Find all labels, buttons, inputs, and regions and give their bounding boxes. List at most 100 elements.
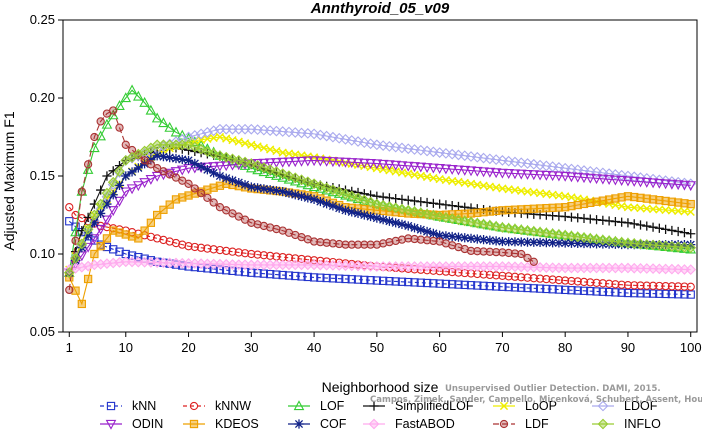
data-point: [158, 152, 169, 162]
data-point: [335, 274, 344, 283]
data-point: [674, 290, 683, 299]
data-point: [478, 152, 489, 164]
x-tick-label: 60: [432, 340, 446, 355]
series-kNNW: [65, 203, 695, 291]
data-point: [385, 237, 394, 247]
data-point: [101, 215, 113, 226]
data-point: [460, 268, 469, 278]
data-point: [498, 282, 507, 291]
data-point: [617, 288, 626, 297]
legend-label: LOF: [320, 399, 345, 413]
legend: kNN kNNW LOF SimplifiedLOF LoOP LDOF ODIN KDEOS…: [100, 399, 661, 431]
data-point: [277, 157, 289, 168]
data-point: [158, 117, 169, 128]
data-point: [164, 168, 176, 179]
data-point: [153, 234, 162, 243]
data-point: [453, 201, 464, 212]
data-point: [592, 278, 601, 288]
data-point: [107, 176, 119, 188]
data-point: [384, 160, 395, 171]
data-point: [340, 133, 351, 145]
data-point: [359, 189, 369, 199]
legend-label: LoOP: [525, 399, 557, 413]
data-point: [422, 236, 432, 245]
data-point: [83, 230, 93, 240]
data-point: [409, 196, 420, 206]
data-point: [253, 142, 262, 151]
data-point: [586, 278, 595, 287]
data-point: [384, 193, 395, 203]
data-point: [447, 231, 457, 242]
data-point: [435, 267, 444, 276]
data-point: [115, 123, 124, 132]
data-point: [252, 164, 263, 175]
data-point: [504, 272, 513, 281]
data-point: [327, 131, 339, 143]
data-point: [584, 173, 596, 184]
data-point: [397, 277, 407, 286]
x-tick-label: 70: [495, 340, 509, 355]
data-point: [479, 247, 488, 256]
data-point: [679, 180, 690, 191]
data-point: [686, 282, 695, 291]
data-point: [473, 281, 482, 290]
data-point: [215, 245, 225, 255]
data-point: [289, 172, 301, 184]
data-point: [404, 169, 413, 178]
data-point: [127, 145, 137, 155]
data-point: [522, 169, 533, 180]
data-point: [291, 150, 300, 159]
data-point: [391, 236, 400, 246]
data-point: [610, 175, 621, 186]
data-point: [597, 234, 609, 246]
data-point: [541, 170, 552, 181]
data-point: [522, 237, 533, 247]
data-point: [82, 163, 94, 174]
data-point: [396, 142, 408, 154]
data-point: [528, 170, 540, 181]
data-point: [598, 279, 607, 288]
data-point: [667, 282, 677, 291]
data-point: [623, 281, 633, 290]
data-point: [352, 192, 364, 204]
data-point: [471, 151, 483, 163]
data-point: [278, 148, 287, 157]
data-point: [378, 239, 388, 248]
data-point: [289, 157, 301, 168]
data-point: [460, 280, 469, 290]
data-point: [321, 130, 333, 142]
data-point: [460, 233, 470, 243]
data-point: [171, 153, 181, 164]
data-point: [471, 217, 483, 229]
data-point: [672, 180, 684, 191]
data-point: [553, 171, 565, 182]
data-point: [410, 234, 419, 244]
data-point: [291, 271, 300, 281]
data-point: [302, 156, 314, 167]
data-point: [686, 290, 695, 299]
data-point: [566, 230, 577, 242]
data-point: [616, 236, 628, 248]
legend-marker: [106, 401, 116, 411]
data-point: [610, 169, 621, 180]
data-point: [453, 214, 464, 226]
data-point: [334, 203, 344, 213]
data-point: [453, 232, 464, 242]
data-point: [604, 239, 614, 249]
legend-label: kNN: [132, 399, 156, 413]
data-point: [208, 162, 219, 173]
data-point: [561, 276, 570, 285]
data-point: [535, 237, 545, 248]
data-point: [522, 158, 533, 169]
legend-item-SimplifiedLOF: SimplifiedLOF: [363, 399, 474, 413]
legend-marker: [499, 401, 509, 411]
data-point: [572, 172, 584, 183]
watermark-text-2: Campos, Zimek, Sander, Campello, Micenko…: [370, 395, 702, 405]
data-point: [258, 162, 270, 173]
data-point: [497, 155, 508, 166]
data-point: [635, 220, 646, 230]
data-point: [252, 160, 263, 171]
data-point: [384, 140, 395, 152]
legend-label: FastABOD: [395, 417, 455, 431]
data-point: [209, 245, 218, 254]
